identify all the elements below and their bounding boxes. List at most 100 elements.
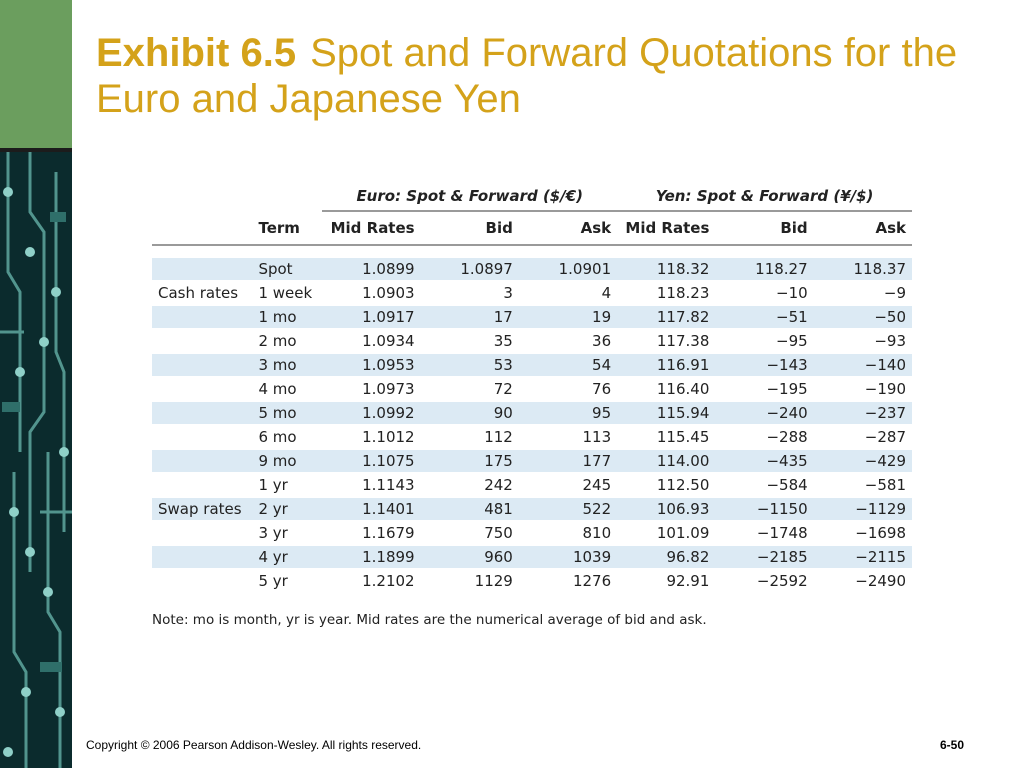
yen-bid-cell: −143 [715,353,814,378]
euro-ask-cell: 1.0901 [518,258,618,282]
euro-bid-cell: 90 [420,401,519,426]
euro-mid-cell: 1.1143 [322,473,421,498]
yen-ask-cell: −237 [813,401,912,426]
yen-ask-cell: −93 [813,329,912,354]
row-label [152,473,253,498]
row-label [152,545,253,570]
side-divider [0,148,72,152]
yen-mid-cell: 101.09 [617,521,716,546]
yen-mid-cell: 117.82 [617,305,716,330]
side-green-block [0,0,72,148]
slide-title: Exhibit 6.5 Spot and Forward Quotations f… [96,30,996,122]
yen-ask-cell: −9 [813,281,912,306]
yen-ask-cell: 118.37 [813,258,912,282]
yen-mid-cell: 117.38 [617,329,716,354]
term-cell: 4 yr [252,545,323,570]
euro-ask-cell: 1039 [518,545,618,570]
row-label [152,401,253,426]
euro-ask-cell: 76 [518,377,618,402]
col-yen-mid: Mid Rates [617,211,716,246]
row-label: Swap rates [152,497,253,522]
term-cell: 3 mo [252,353,323,378]
table-row: 3 mo 1.0953 53 54 116.91 −143 −140 [152,353,912,378]
col-euro-bid: Bid [420,211,519,246]
yen-ask-cell: −429 [813,449,912,474]
table-row: 4 mo 1.0973 72 76 116.40 −195 −190 [152,377,912,402]
col-yen-bid: Bid [715,211,814,246]
euro-bid-cell: 1.0897 [420,258,519,282]
euro-ask-cell: 54 [518,353,618,378]
row-label: Cash rates [152,281,253,306]
yen-bid-cell: −95 [715,329,814,354]
yen-ask-cell: −1129 [813,497,912,522]
euro-group-header: Euro: Spot & Forward ($/€) [322,182,618,212]
euro-bid-cell: 242 [420,473,519,498]
term-cell: 6 mo [252,425,323,450]
euro-ask-cell: 19 [518,305,618,330]
term-cell: 3 yr [252,521,323,546]
column-header-row: Term Mid Rates Bid Ask Mid Rates Bid Ask [152,211,912,246]
euro-bid-cell: 1129 [420,569,519,594]
table-row: 3 yr 1.1679 750 810 101.09 −1748 −1698 [152,521,912,546]
euro-ask-cell: 95 [518,401,618,426]
yen-bid-cell: −584 [715,473,814,498]
term-cell: 2 mo [252,329,323,354]
yen-bid-cell: −10 [715,281,814,306]
yen-mid-cell: 115.94 [617,401,716,426]
euro-bid-cell: 72 [420,377,519,402]
table-row: 9 mo 1.1075 175 177 114.00 −435 −429 [152,449,912,474]
yen-mid-cell: 114.00 [617,449,716,474]
euro-mid-cell: 1.0953 [322,353,421,378]
quotations-table: Euro: Spot & Forward ($/€) Yen: Spot & F… [152,182,912,594]
col-yen-ask: Ask [813,211,912,246]
row-label [152,329,253,354]
euro-mid-cell: 1.0973 [322,377,421,402]
circuit-board-decoration [0,152,72,768]
table-note: Note: mo is month, yr is year. Mid rates… [152,612,707,628]
group-header-row: Euro: Spot & Forward ($/€) Yen: Spot & F… [152,182,912,212]
euro-mid-cell: 1.2102 [322,569,421,594]
term-cell: 9 mo [252,449,323,474]
yen-mid-cell: 116.40 [617,377,716,402]
row-label [152,258,253,282]
table-row: Swap rates 2 yr 1.1401 481 522 106.93 −1150 −11… [152,497,912,522]
term-cell: 1 yr [252,473,323,498]
yen-bid-cell: −1748 [715,521,814,546]
table-row: 2 mo 1.0934 35 36 117.38 −95 −93 [152,329,912,354]
euro-mid-cell: 1.0903 [322,281,421,306]
yen-ask-cell: −190 [813,377,912,402]
yen-mid-cell: 106.93 [617,497,716,522]
term-cell: 1 mo [252,305,323,330]
yen-ask-cell: −1698 [813,521,912,546]
yen-bid-cell: −195 [715,377,814,402]
slide-number: 6-50 [939,738,964,752]
table-row: 6 mo 1.1012 112 113 115.45 −288 −287 [152,425,912,450]
yen-mid-cell: 118.32 [617,258,716,282]
term-cell: Spot [252,258,323,282]
exhibit-label: Exhibit 6.5 [96,31,297,75]
circuit-pattern-icon [0,152,72,768]
col-euro-mid: Mid Rates [322,211,421,246]
euro-mid-cell: 1.0934 [322,329,421,354]
euro-mid-cell: 1.0899 [322,258,421,282]
copyright-footer: Copyright © 2006 Pearson Addison-Wesley.… [86,738,422,752]
euro-ask-cell: 4 [518,281,618,306]
euro-mid-cell: 1.1075 [322,449,421,474]
yen-bid-cell: 118.27 [715,258,814,282]
yen-ask-cell: −50 [813,305,912,330]
yen-mid-cell: 112.50 [617,473,716,498]
row-label [152,353,253,378]
row-label [152,449,253,474]
euro-ask-cell: 177 [518,449,618,474]
euro-bid-cell: 35 [420,329,519,354]
table-row: 1 yr 1.1143 242 245 112.50 −584 −581 [152,473,912,498]
row-label [152,425,253,450]
yen-mid-cell: 96.82 [617,545,716,570]
euro-mid-cell: 1.1899 [322,545,421,570]
term-cell: 2 yr [252,497,323,522]
yen-ask-cell: −2490 [813,569,912,594]
euro-mid-cell: 1.1012 [322,425,421,450]
col-euro-ask: Ask [518,211,618,246]
euro-mid-cell: 1.1679 [322,521,421,546]
row-label [152,377,253,402]
